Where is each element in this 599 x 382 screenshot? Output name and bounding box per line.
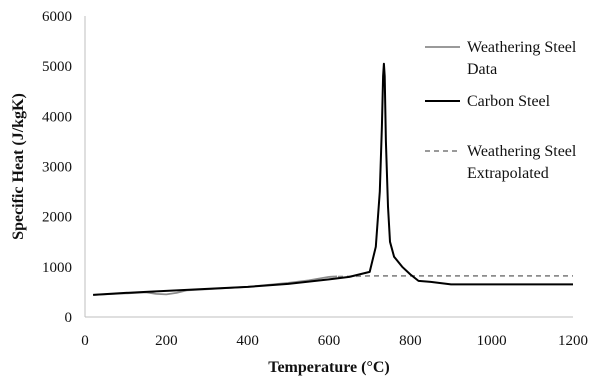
y-tick-label: 4000 (42, 109, 72, 125)
x-tick-label: 1200 (558, 333, 588, 349)
y-tick-label: 6000 (42, 9, 72, 25)
series-line-2 (328, 275, 573, 278)
y-tick-label: 2000 (42, 210, 72, 226)
legend-label: Extrapolated (467, 165, 549, 182)
legend-label: Carbon Steel (467, 93, 551, 110)
y-tick-label: 0 (65, 310, 73, 326)
series-line-1 (93, 62, 573, 296)
x-tick-label: 800 (399, 333, 422, 349)
x-tick-label: 0 (81, 333, 89, 349)
x-tick-label: 200 (155, 333, 178, 349)
legend-label: Data (467, 61, 497, 78)
y-tick-label: 1000 (42, 260, 72, 276)
y-axis-title: Specific Heat (J/kgK) (10, 93, 27, 240)
y-tick-label: 3000 (42, 160, 72, 176)
x-tick-label: 600 (318, 333, 341, 349)
axes (84, 16, 573, 318)
legend-label: Weathering Steel (467, 39, 577, 56)
tick-labels: 0 1000 2000 3000 4000 5000 6000 0 200 400 600 800 10… (42, 9, 588, 349)
legend-label: Weathering Steel (467, 143, 577, 160)
x-tick-label: 1000 (477, 333, 507, 349)
x-axis-title: Temperature (°C) (268, 359, 389, 376)
plot-lines (93, 62, 573, 296)
y-tick-label: 5000 (42, 59, 72, 75)
x-tick-label: 400 (236, 333, 259, 349)
legend: Weathering Steel Data Carbon Steel Weatheri… (425, 39, 577, 182)
